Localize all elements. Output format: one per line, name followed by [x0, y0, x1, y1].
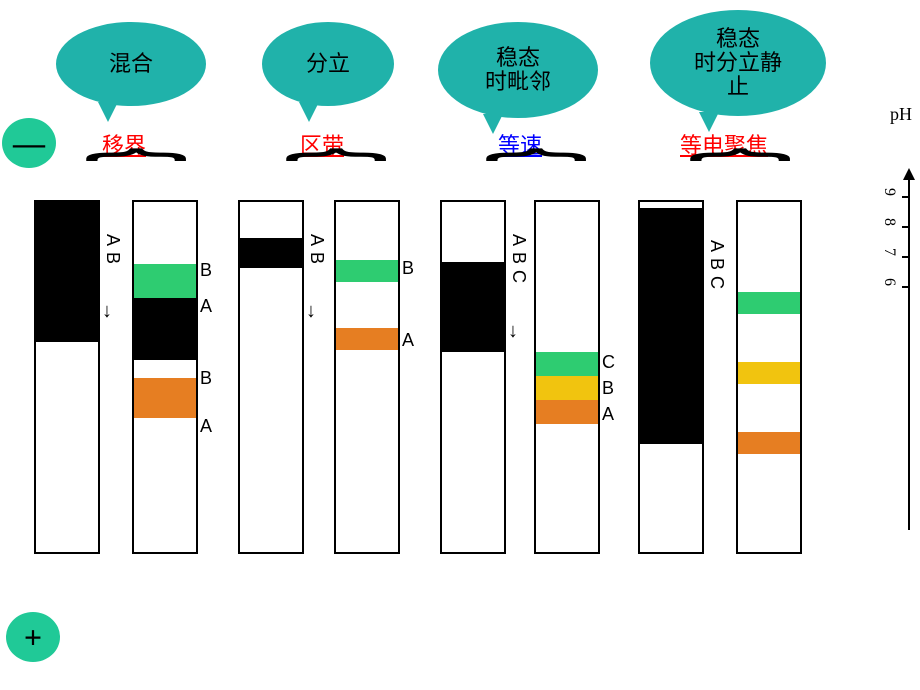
ph-number: 7	[880, 248, 898, 256]
band-label: A	[402, 330, 414, 351]
band	[336, 328, 398, 350]
band-label: C	[602, 352, 615, 373]
gel-column-before	[34, 200, 100, 554]
band	[738, 362, 800, 384]
neg-symbol: —	[13, 125, 45, 162]
gel-column-after	[534, 200, 600, 554]
bubble-text: 稳态 时分立静 止	[694, 27, 782, 100]
sample-label: ABC	[508, 234, 529, 289]
ph-number: 9	[880, 188, 898, 196]
band	[536, 376, 598, 400]
band	[442, 262, 504, 352]
band-label: B	[200, 368, 212, 389]
bubble-tail-icon	[299, 102, 319, 122]
band-label: A	[602, 404, 614, 425]
band	[738, 432, 800, 454]
ph-tick	[902, 196, 910, 198]
speech-bubble: 稳态 时毗邻	[438, 22, 598, 118]
ph-number: 6	[880, 278, 898, 286]
speech-bubble: 分立	[262, 22, 394, 106]
band	[738, 292, 800, 314]
speech-bubble: 混合	[56, 22, 206, 106]
ph-number: 8	[880, 218, 898, 226]
band	[36, 202, 98, 342]
band	[134, 298, 196, 360]
band	[134, 378, 196, 418]
bubble-text: 混合	[109, 52, 153, 76]
ph-tick	[902, 286, 910, 288]
sample-label: AB	[306, 234, 327, 270]
band	[134, 264, 196, 298]
gel-column-before	[238, 200, 304, 554]
ph-tick	[902, 226, 910, 228]
gel-column-before	[638, 200, 704, 554]
ph-axis	[880, 180, 910, 530]
speech-bubble: 稳态 时分立静 止	[650, 10, 826, 116]
arrow-down-icon: ↓	[306, 300, 316, 323]
gel-column-after	[132, 200, 198, 554]
band-label: A	[200, 416, 212, 437]
band	[536, 400, 598, 424]
bubble-text: 分立	[306, 52, 350, 76]
arrow-down-icon: ↓	[102, 300, 112, 323]
band-label: B	[200, 260, 212, 281]
band-label: A	[200, 296, 212, 317]
band	[640, 208, 702, 444]
band	[536, 352, 598, 376]
ph-arrow-icon	[903, 168, 915, 180]
pos-symbol: +	[24, 619, 42, 656]
gel-column-before	[440, 200, 506, 554]
bubble-tail-icon	[98, 102, 118, 122]
ph-tick	[902, 256, 910, 258]
gel-column-after	[736, 200, 802, 554]
band-label: B	[402, 258, 414, 279]
band	[240, 238, 302, 268]
bubble-text: 稳态 时毗邻	[485, 46, 551, 94]
ph-label: pH	[890, 104, 912, 125]
gel-column-after	[334, 200, 400, 554]
sample-label: AB	[102, 234, 123, 270]
band-label: B	[602, 378, 614, 399]
positive-electrode: +	[6, 612, 60, 662]
band	[336, 260, 398, 282]
sample-label: ABC	[706, 240, 727, 295]
negative-electrode: —	[2, 118, 56, 168]
arrow-down-icon: ↓	[508, 320, 518, 343]
